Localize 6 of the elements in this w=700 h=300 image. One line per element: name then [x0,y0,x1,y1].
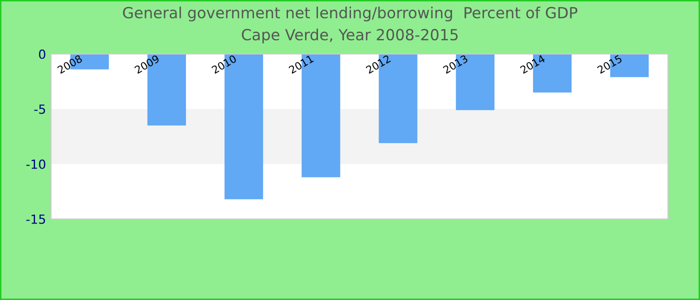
y-tick-label: -15 [26,214,46,224]
chart-subtitle: Cape Verde, Year 2008-2015 [242,28,458,44]
y-tick-label: -5 [34,104,46,114]
y-tick-label: -10 [26,159,46,169]
chart-title: General government net lending/borrowing Percent of GDP [123,6,578,22]
y-tick-label: 0 [39,49,46,59]
